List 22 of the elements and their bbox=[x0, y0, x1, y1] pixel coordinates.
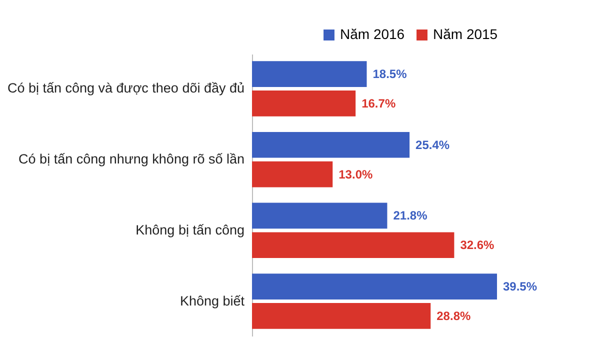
data-label: 25.4% bbox=[416, 138, 450, 152]
data-label: 16.7% bbox=[362, 96, 396, 110]
data-label: 18.5% bbox=[372, 67, 408, 82]
data-label: 32.6% bbox=[460, 238, 495, 252]
bar bbox=[252, 61, 367, 87]
legend-label: Năm 2016 bbox=[340, 26, 405, 42]
legend-label: Năm 2015 bbox=[433, 26, 498, 42]
y-tick-label: Có bị tấn công và được theo dõi đầy đủ bbox=[7, 80, 244, 96]
y-tick-label: Có bị tấn công nhưng không rõ số lần bbox=[18, 152, 244, 167]
bar bbox=[252, 90, 356, 116]
data-label: 21.8% bbox=[393, 208, 428, 223]
bar bbox=[252, 202, 388, 229]
bar bbox=[252, 132, 410, 158]
data-label: 28.8% bbox=[436, 308, 471, 323]
data-label: 13.0% bbox=[338, 167, 373, 182]
y-tick-label: Không biết bbox=[180, 293, 245, 308]
bar bbox=[252, 274, 497, 300]
bar bbox=[252, 232, 454, 258]
y-tick-label: Không bị tấn công bbox=[136, 222, 244, 238]
data-label: 39.5% bbox=[503, 280, 538, 294]
bar bbox=[252, 161, 333, 188]
bar bbox=[252, 303, 431, 329]
